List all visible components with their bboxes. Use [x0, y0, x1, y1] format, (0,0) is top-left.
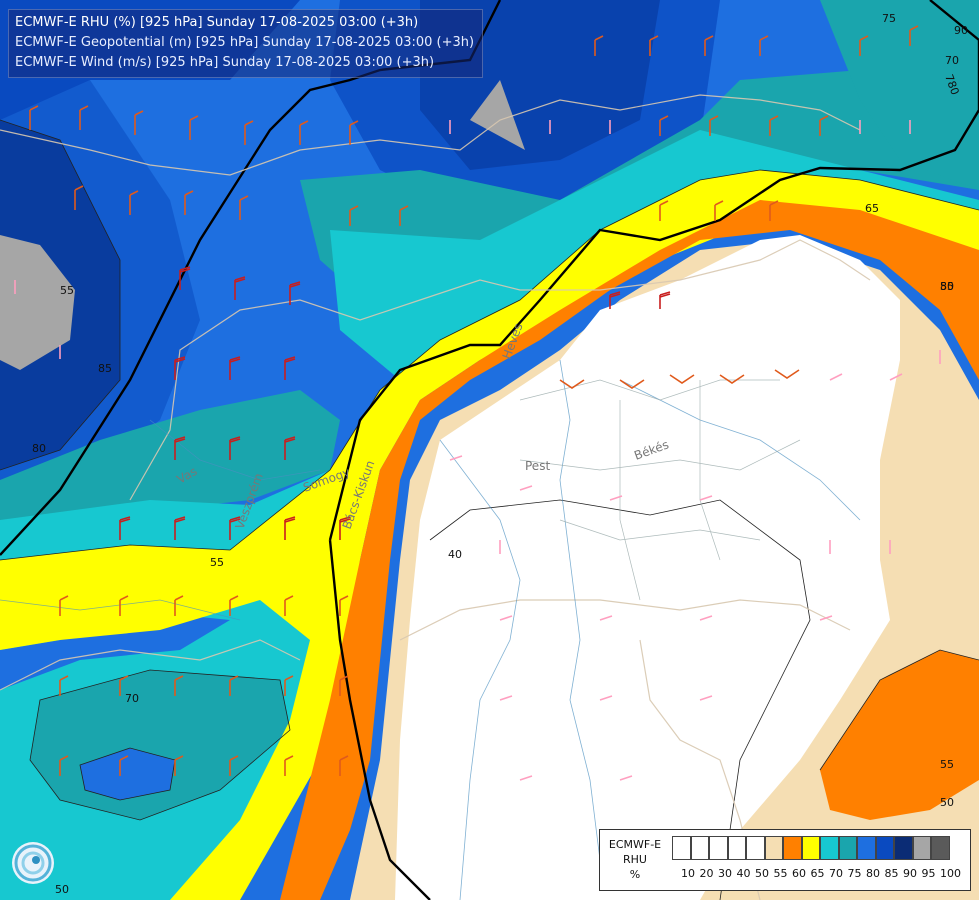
header-wind-line: ECMWF-E Wind (m/s) [925 hPa] Sunday 17-0…: [15, 55, 435, 70]
contour-label: 55: [940, 758, 954, 771]
contour-label: 65: [865, 202, 879, 215]
legend-tick-label: 90: [903, 867, 917, 880]
legend-swatch: [801, 836, 820, 860]
legend-swatch: [875, 836, 894, 860]
contour-label: 50: [55, 883, 69, 896]
legend-tick-label: 65: [810, 867, 825, 880]
legend-swatch: [672, 836, 691, 860]
map-header: ECMWF-E RHU (%) [925 hPa] Sunday 17-08-2…: [8, 9, 484, 78]
rhu-zone-orange: [280, 200, 979, 900]
legend-swatch: [709, 836, 728, 860]
legend-tick-label: 85: [884, 867, 899, 880]
rhu-legend: ECMWF-E RHU % 10 20 30 40 50 55 60 65 70 75 80 85 90…: [599, 829, 971, 891]
legend-tick-label: 55: [773, 867, 788, 880]
legend-swatch: [820, 836, 839, 860]
legend-tick-label: 100: [940, 867, 961, 880]
wind-barbs: [14, 25, 941, 781]
contour-label: 55: [60, 284, 74, 297]
legend-title-unit: %: [629, 868, 641, 881]
legend-tick-label: 95: [921, 867, 936, 880]
ecmwf-logo-icon: [12, 842, 54, 884]
contour-label: 40: [448, 548, 462, 561]
legend-tick-label: 40: [736, 867, 751, 880]
contour-label: 55: [210, 556, 224, 569]
place-name: Pest: [525, 459, 550, 473]
legend-swatch: [764, 836, 783, 860]
legend-tick-label: 50: [755, 867, 769, 880]
contour-label: 70: [125, 692, 139, 705]
legend-swatch: [783, 836, 802, 860]
legend-swatch: [690, 836, 709, 860]
contour-label: 50: [940, 280, 954, 293]
legend-tick-label: 60: [792, 867, 806, 880]
header-geopotential-line: ECMWF-E Geopotential (m) [925 hPa] Sunda…: [15, 35, 475, 50]
legend-tick-label: 75: [847, 867, 862, 880]
contour-label: 85: [940, 280, 954, 293]
legend-tick-label: 70: [829, 867, 843, 880]
legend-swatch: [857, 836, 876, 860]
legend-title-variable: RHU: [623, 853, 647, 866]
legend-swatch: [912, 836, 931, 860]
contour-label: 70: [945, 54, 959, 67]
contour-label: 85: [98, 362, 112, 375]
rhu-zone-orange-se: [820, 650, 979, 820]
contour-label: 50: [940, 796, 954, 809]
legend-title: ECMWF-E RHU %: [604, 837, 666, 882]
legend-swatch: [931, 836, 950, 860]
contour-label: 90: [954, 24, 968, 37]
legend-tick-label: 10: [681, 867, 695, 880]
legend-tick-label: 30: [718, 867, 732, 880]
rhu-zone-grey-west: [0, 235, 75, 370]
rhu-zone-dark-blue-west: [0, 80, 200, 500]
legend-swatch: [727, 836, 746, 860]
legend-tick-label: 80: [866, 867, 880, 880]
legend-title-model: ECMWF-E: [608, 838, 662, 851]
header-rhu-line: ECMWF-E RHU (%) [925 hPa] Sunday 17-08-2…: [15, 15, 419, 30]
legend-swatch: [746, 836, 765, 860]
contour-label: 75: [882, 12, 896, 25]
legend-swatches: [672, 836, 950, 860]
rhu-zone-yellow: [0, 170, 979, 900]
legend-swatch: [894, 836, 913, 860]
rhu-zone-blue-sw-pocket: [80, 748, 175, 800]
rhu-zone-white: [395, 235, 900, 900]
legend-tick-label: 20: [699, 867, 714, 880]
rhu-zone-grey-north: [470, 80, 525, 150]
rhu-zone-teal-west: [0, 390, 340, 530]
contour-label: 80: [32, 442, 46, 455]
legend-ticks: 10 20 30 40 50 55 60 65 70 75 80 85 90 95 100: [672, 867, 961, 880]
legend-swatch: [838, 836, 857, 860]
rhu-contour-lines: [0, 119, 979, 900]
